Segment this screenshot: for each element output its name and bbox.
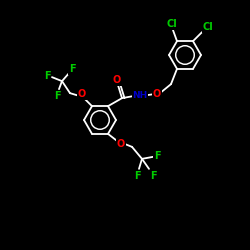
Text: F: F [134, 171, 140, 181]
Text: Cl: Cl [166, 19, 177, 29]
Text: NH: NH [132, 91, 148, 100]
Text: F: F [54, 91, 60, 101]
Text: O: O [117, 139, 125, 149]
Text: O: O [153, 89, 161, 99]
Text: F: F [154, 151, 160, 161]
Text: Cl: Cl [202, 22, 213, 32]
Text: F: F [69, 64, 75, 74]
Text: F: F [44, 71, 50, 81]
Text: O: O [113, 75, 121, 85]
Text: F: F [150, 171, 156, 181]
Text: O: O [78, 89, 86, 99]
